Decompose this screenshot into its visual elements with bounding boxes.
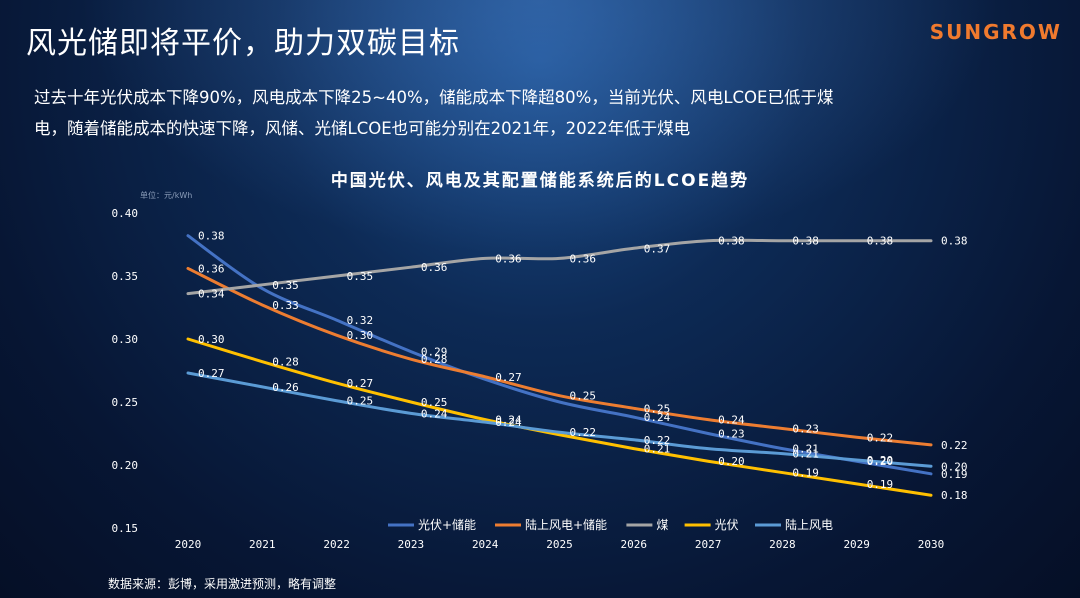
data-label: 0.18: [941, 489, 968, 502]
data-label: 0.21: [792, 443, 819, 456]
lead-paragraph: 过去十年光伏成本下降90%，风电成本下降25~40%，储能成本下降超80%，当前…: [34, 82, 934, 144]
data-label: 0.38: [718, 235, 745, 248]
data-label: 0.37: [644, 242, 671, 255]
data-label: 0.19: [941, 468, 968, 481]
data-label: 0.24: [495, 416, 522, 429]
legend-entry-0: 光伏+储能: [418, 517, 476, 532]
series-line-4: [186, 371, 933, 468]
brand-logo: SUNGROW: [929, 20, 1062, 44]
series-line-1: [186, 266, 933, 447]
data-label: 0.21: [792, 448, 819, 461]
x-tick-label: 2023: [398, 538, 425, 551]
data-label: 0.24: [718, 414, 745, 427]
data-label: 0.25: [644, 402, 671, 415]
data-label: 0.20: [867, 454, 894, 467]
lead-line-1: 过去十年光伏成本下降90%，风电成本下降25~40%，储能成本下降超80%，当前…: [34, 88, 834, 107]
legend-entry-4: 陆上风电: [785, 517, 833, 532]
data-label: 0.35: [272, 279, 299, 292]
data-label: 0.19: [867, 478, 894, 491]
x-tick-label: 2028: [769, 538, 796, 551]
data-label: 0.38: [792, 235, 819, 248]
data-label: 0.24: [495, 414, 522, 427]
data-label: 0.20: [867, 455, 894, 468]
x-tick-label: 2021: [249, 538, 276, 551]
data-label: 0.25: [347, 395, 374, 408]
x-tick-label: 2022: [323, 538, 350, 551]
data-label: 0.29: [421, 346, 448, 359]
x-tick-label: 2029: [843, 538, 870, 551]
data-label: 0.38: [867, 235, 894, 248]
legend-entry-2: 煤: [656, 518, 668, 532]
data-label: 0.22: [644, 434, 671, 447]
series-line-3: [186, 337, 933, 497]
y-tick-label: 0.20: [112, 459, 139, 472]
x-tick-label: 2026: [621, 538, 648, 551]
series-line-2: [186, 238, 933, 296]
x-tick-label: 2030: [918, 538, 945, 551]
y-tick-label: 0.15: [112, 522, 139, 535]
data-label: 0.23: [792, 422, 819, 435]
data-label: 0.33: [272, 299, 299, 312]
data-label: 0.19: [792, 467, 819, 480]
data-label: 0.20: [941, 460, 968, 473]
x-tick-label: 2020: [175, 538, 202, 551]
data-label: 0.23: [718, 428, 745, 441]
data-label: 0.30: [347, 329, 374, 342]
series-line-0: [186, 234, 933, 476]
data-source-note: 数据来源：彭博，采用激进预测，略有调整: [108, 577, 337, 591]
data-label: 0.24: [421, 407, 448, 420]
data-label: 0.35: [347, 270, 374, 283]
data-label: 0.34: [198, 288, 225, 301]
chart-unit-label: 单位：元/kWh: [140, 191, 193, 200]
data-label: 0.36: [495, 252, 522, 265]
data-label: 0.25: [421, 396, 448, 409]
chart-title: 中国光伏、风电及其配置储能系统后的LCOE趋势: [330, 171, 750, 191]
data-label: 0.22: [570, 426, 597, 439]
lead-line-2: 电，随着储能成本的快速下降，风储、光储LCOE也可能分别在2021年，2022年…: [34, 119, 691, 138]
legend-entry-1: 陆上风电+储能: [525, 517, 607, 532]
data-label: 0.28: [421, 353, 448, 366]
data-label: 0.27: [347, 377, 374, 390]
y-tick-label: 0.40: [112, 207, 139, 220]
data-label: 0.28: [272, 356, 299, 369]
page-title: 风光储即将平价，助力双碳目标: [26, 26, 460, 61]
data-label: 0.30: [198, 333, 225, 346]
data-label: 0.26: [272, 381, 299, 394]
data-label: 0.24: [644, 411, 671, 424]
y-tick-label: 0.25: [112, 396, 139, 409]
data-label: 0.36: [421, 261, 448, 274]
data-label: 0.36: [198, 262, 225, 275]
data-label: 0.38: [941, 235, 968, 248]
data-label: 0.21: [644, 443, 671, 456]
data-label: 0.36: [570, 252, 597, 265]
data-label: 0.25: [570, 390, 597, 403]
y-tick-label: 0.30: [112, 333, 139, 346]
x-tick-label: 2024: [472, 538, 499, 551]
y-tick-label: 0.35: [112, 270, 139, 283]
data-label: 0.32: [347, 314, 374, 327]
data-label: 0.22: [867, 431, 894, 444]
x-tick-label: 2025: [546, 538, 573, 551]
data-label: 0.27: [495, 371, 522, 384]
legend-entry-3: 光伏: [715, 518, 739, 532]
x-tick-label: 2027: [695, 538, 722, 551]
data-label: 0.22: [941, 439, 968, 452]
data-label: 0.38: [198, 230, 225, 243]
data-label: 0.27: [198, 367, 225, 380]
data-label: 0.20: [718, 455, 745, 468]
